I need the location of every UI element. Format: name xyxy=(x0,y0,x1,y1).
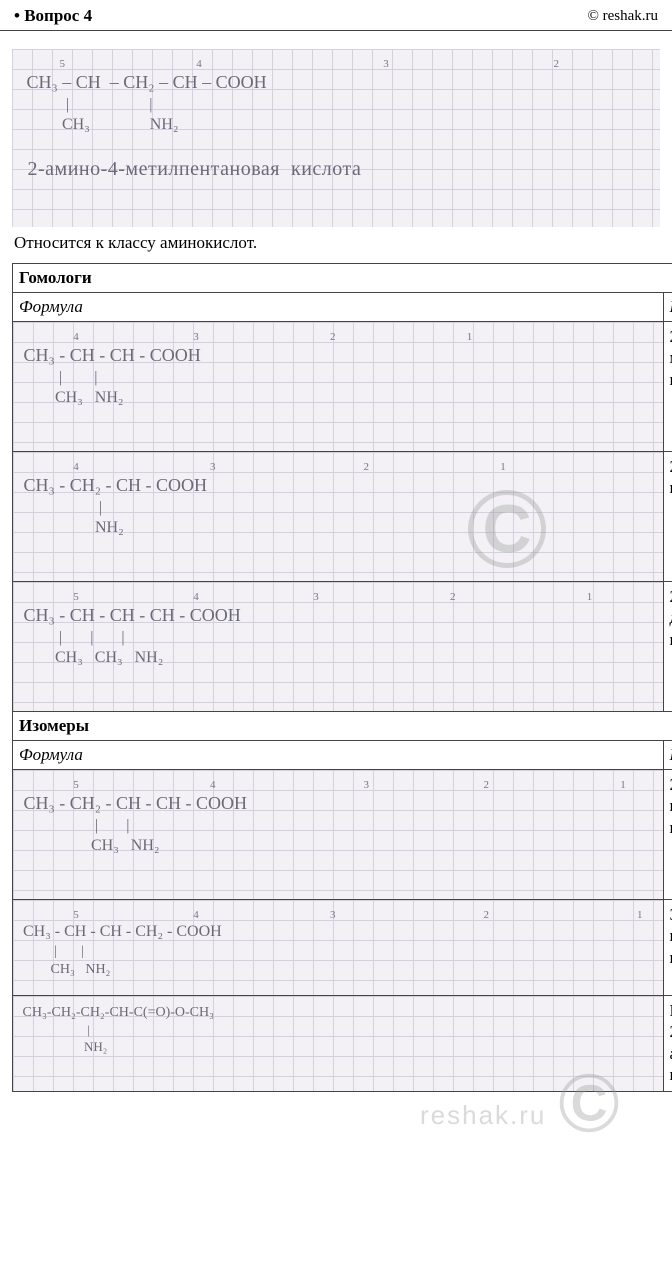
i0-bond: | | xyxy=(19,816,657,837)
col-name-2: Название xyxy=(663,741,672,770)
homolog-isomer-table: Гомологи Формула Название Класс 4 3 2 1 … xyxy=(12,263,672,1092)
i0-name: 2-амино-3-метил-пентановая кислота xyxy=(663,770,672,900)
col-formula: Формула xyxy=(13,293,664,322)
h0-name: 2-амино-3-метилбутановая кислота xyxy=(663,322,672,452)
i1-sub: CH₃ NH₂ xyxy=(19,961,657,979)
h2-name: 2-амино-3,4-диметилпентановая кислота xyxy=(663,582,672,712)
h2-sup: 5 4 3 2 1 xyxy=(19,590,657,604)
col-formula-2: Формула xyxy=(13,741,664,770)
copyright-text: © reshak.ru xyxy=(587,8,658,25)
watermark-text: reshak.ru xyxy=(420,1100,546,1131)
section-homologs: Гомологи xyxy=(13,264,672,293)
formula-bonds: | | xyxy=(22,95,650,116)
formula-line-1: CH₃ – CH – CH₂ – CH – COOH xyxy=(22,71,650,94)
h1-sub: NH₂ xyxy=(19,518,657,539)
i2-name: Метиловый эфир 2-аминопентановой кислоты xyxy=(663,996,672,1092)
h2-bond: | | | xyxy=(19,628,657,649)
i0-sup: 5 4 3 2 1 xyxy=(19,778,657,792)
i0-line: CH₃ - CH₂ - CH - CH - COOH xyxy=(19,792,657,815)
h0-sup: 4 3 2 1 xyxy=(19,330,657,344)
h0-sub: CH₃ NH₂ xyxy=(19,388,657,409)
h2-line: CH₃ - CH - CH - CH - COOH xyxy=(19,604,657,627)
h0-line: CH₃ - CH - CH - COOH xyxy=(19,344,657,367)
i1-bond: | | xyxy=(19,943,657,961)
main-formula-panel: 5 4 3 2 1 CH₃ – CH – CH₂ – CH – COOH | |… xyxy=(12,49,660,227)
i1-line: CH₃ - CH - CH - CH₂ - COOH xyxy=(19,922,657,943)
h1-name-cell: 2-аминобутановая кислота xyxy=(663,452,672,582)
h1-bond: | xyxy=(19,498,657,519)
class-description: Относится к классу аминокислот. xyxy=(0,227,672,263)
h1-line: CH₃ - CH₂ - CH - COOH xyxy=(19,474,657,497)
i0-sub: CH₃ NH₂ xyxy=(19,836,657,857)
section-isomers: Изомеры xyxy=(13,712,672,741)
col-name: Название xyxy=(663,293,672,322)
formula-subst: CH₃ NH₂ xyxy=(22,115,650,136)
h2-sub: CH₃ CH₃ NH₂ xyxy=(19,648,657,669)
page-header: • Вопрос 4 © reshak.ru xyxy=(0,0,672,31)
i2-line: CH₃-CH₂-CH₂-CH-C(=O)-O-CH₃ xyxy=(19,1004,657,1022)
h1-sup: 4 3 2 1 xyxy=(19,460,657,474)
i2-sub: NH₂ xyxy=(19,1039,657,1056)
i1-sup: 5 4 3 2 1 xyxy=(19,908,657,922)
i2-bond: | xyxy=(19,1022,657,1039)
carbon-numbers: 5 4 3 2 1 xyxy=(22,57,650,71)
question-title: • Вопрос 4 xyxy=(14,6,92,26)
compound-name: 2-амино-4-метилпентановая кислота xyxy=(22,158,650,180)
i1-name: 3-амино-4-метил-пентановая кислота xyxy=(663,900,672,996)
h0-bond: | | xyxy=(19,368,657,389)
